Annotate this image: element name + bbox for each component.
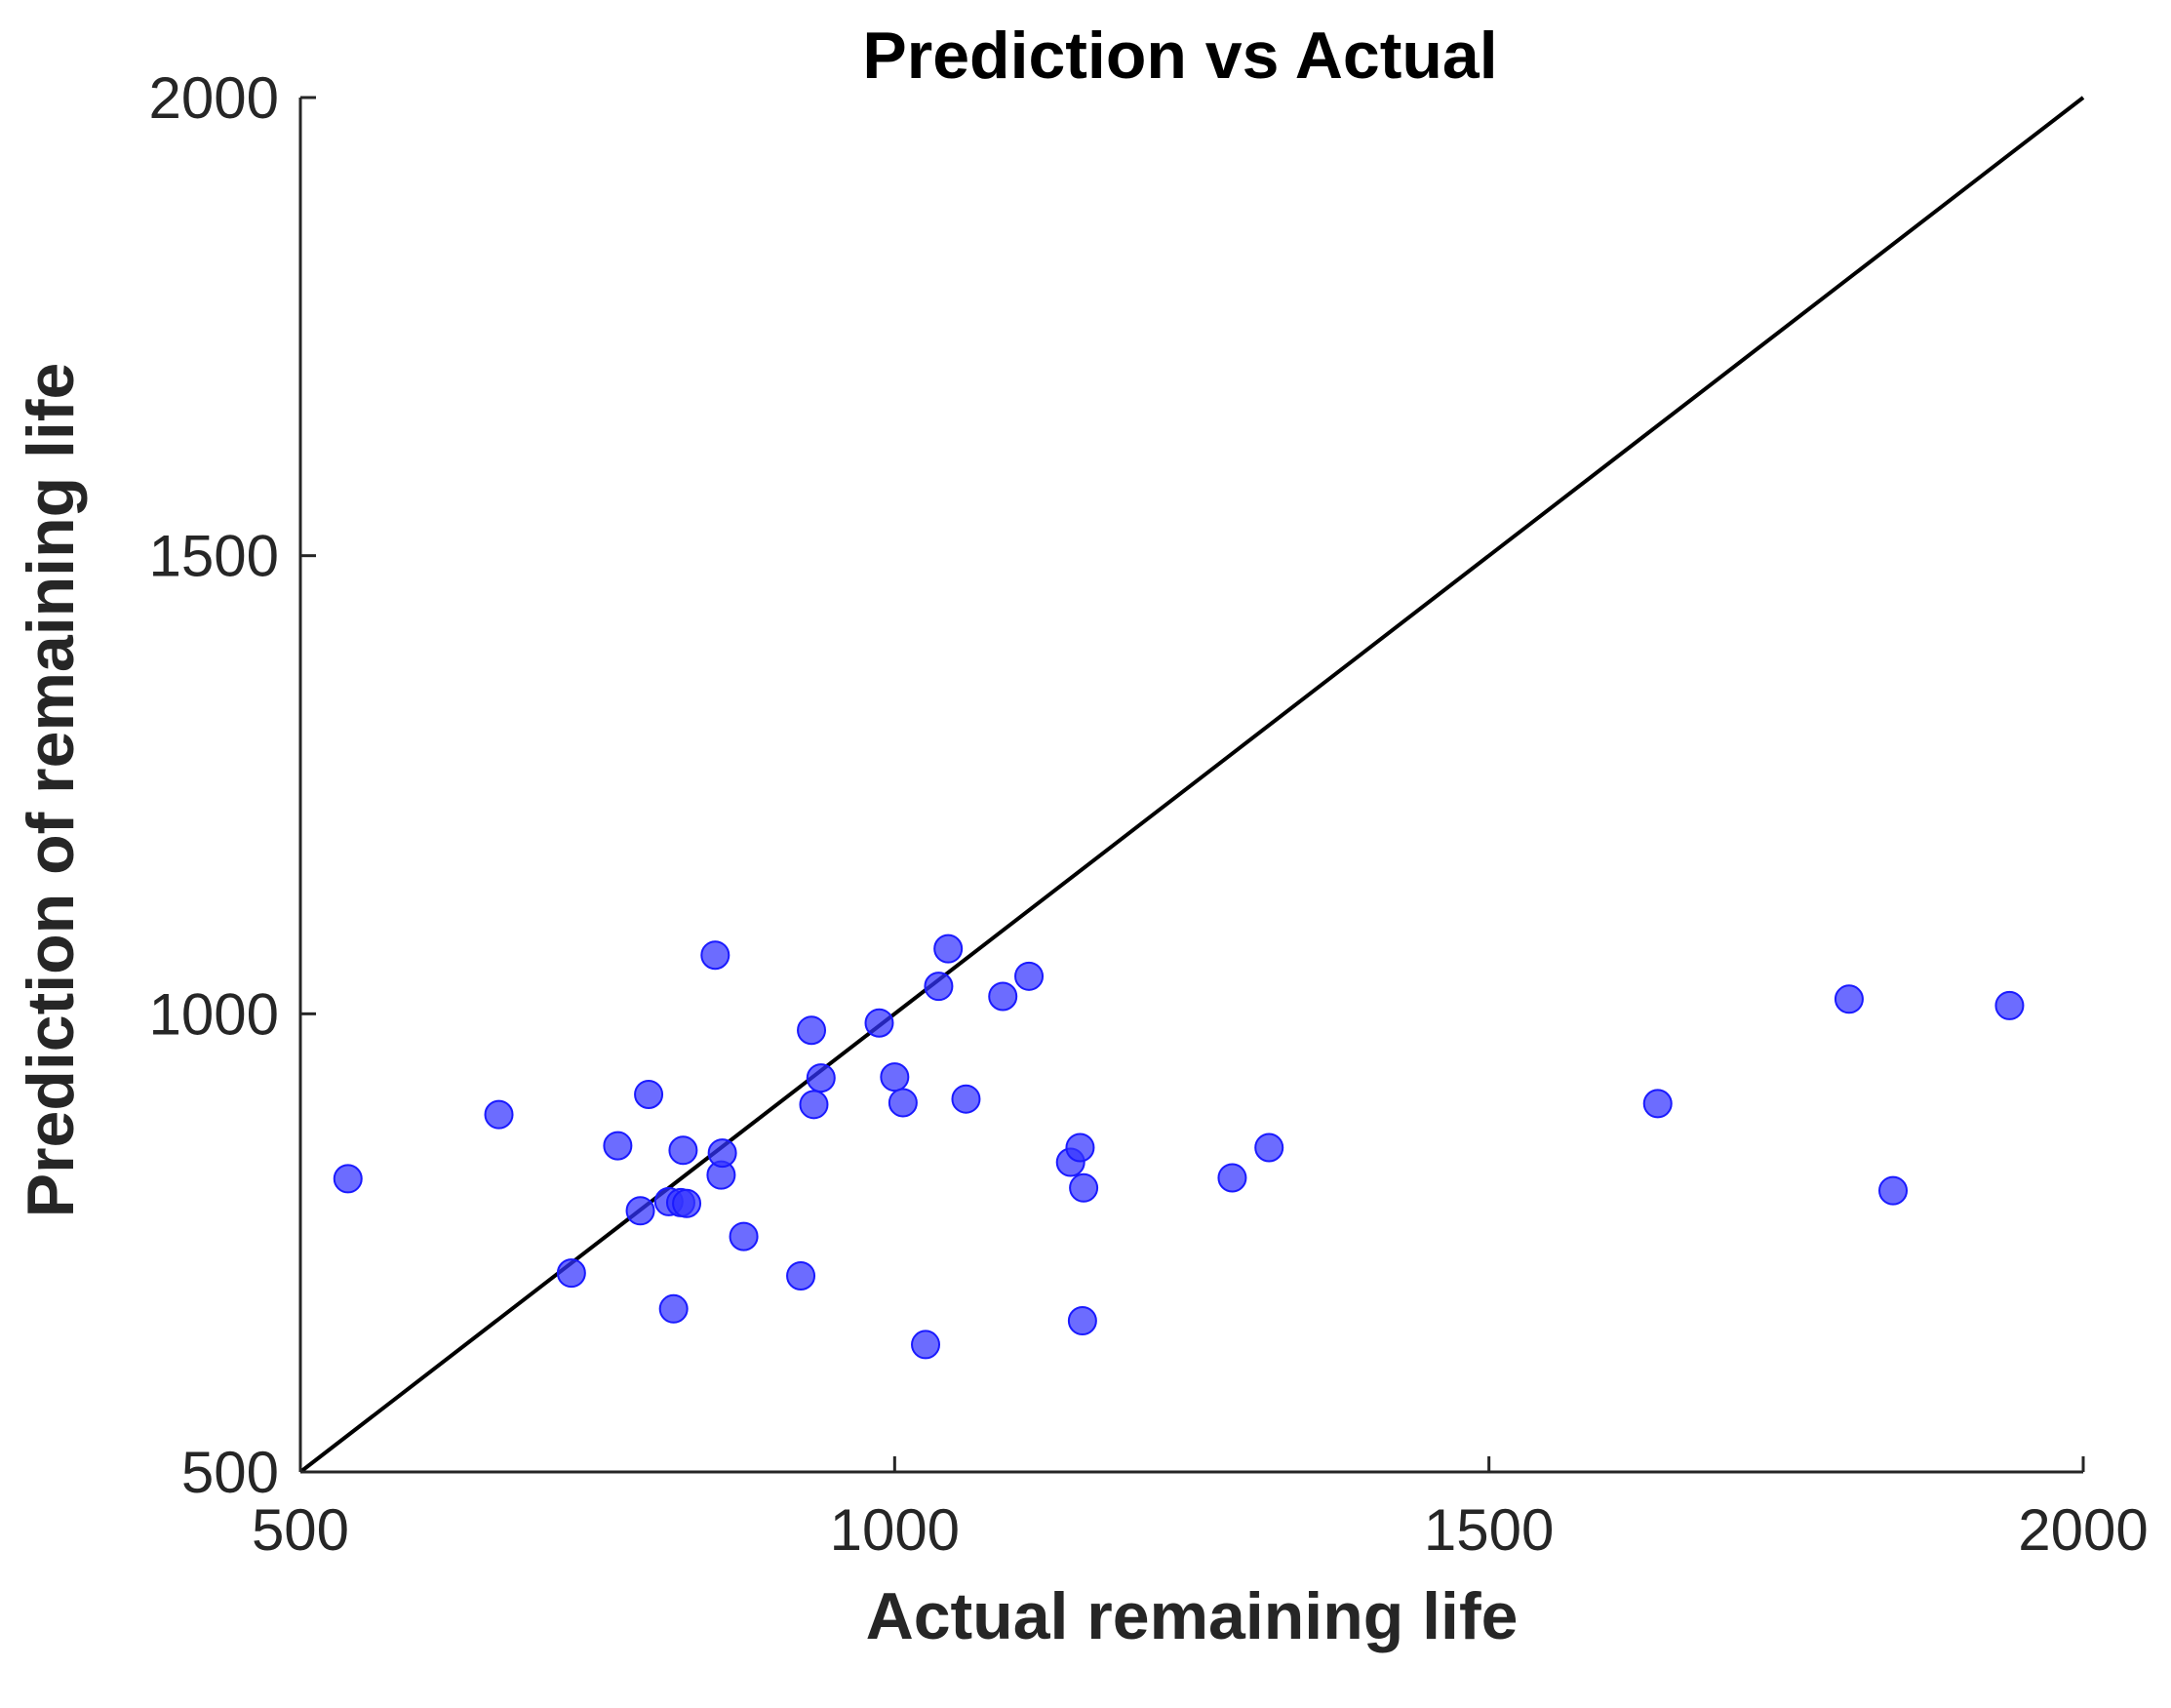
data-point [700,940,730,971]
data-point [1642,1089,1673,1119]
x-tick-label: 500 [252,1497,349,1563]
y-tick-label: 500 [181,1440,279,1505]
data-point [603,1131,633,1161]
data-point [729,1221,759,1251]
identity-reference-line [298,96,2085,1474]
data-point [888,1088,918,1118]
data-point [1878,1175,1909,1206]
data-point [1069,1172,1099,1203]
data-points-layer [333,933,2025,1360]
x-tick-label: 1000 [830,1497,960,1563]
data-point [625,1196,655,1226]
x-tick-label: 1500 [1424,1497,1554,1563]
y-tick-label: 2000 [149,65,279,131]
data-point [333,1164,363,1194]
data-point [1065,1132,1095,1163]
data-point [484,1099,514,1130]
data-point [634,1079,664,1109]
data-point [864,1008,894,1038]
data-point [933,933,964,964]
data-point [556,1258,586,1289]
data-point [707,1138,737,1169]
chart-title: Prediction vs Actual [862,19,1497,93]
y-tick-label: 1500 [149,524,279,589]
data-point [1067,1306,1097,1336]
data-point [1014,961,1045,991]
reference-line-layer [298,96,2085,1474]
data-point [924,972,954,1002]
data-point [988,981,1018,1012]
y-axis-label: Prediction of remaining life [14,363,88,1218]
data-point [672,1188,702,1218]
x-axis-label: Actual remaining life [866,1579,1519,1653]
data-point [799,1090,829,1120]
data-point [880,1062,910,1092]
data-point [911,1330,941,1360]
data-point [658,1293,689,1324]
data-point [1834,984,1864,1014]
data-point [1994,990,2025,1020]
data-point [786,1260,816,1291]
x-tick-label: 2000 [2018,1497,2148,1563]
y-tick-label: 1000 [149,981,279,1047]
tick-layer: 500 1000 1500 2000 500 1000 1500 2000 [149,65,2149,1563]
data-point [1254,1132,1284,1163]
data-point [797,1015,827,1046]
data-point [668,1135,698,1166]
data-point [806,1063,836,1093]
data-point [951,1084,981,1114]
data-point [1217,1163,1247,1193]
